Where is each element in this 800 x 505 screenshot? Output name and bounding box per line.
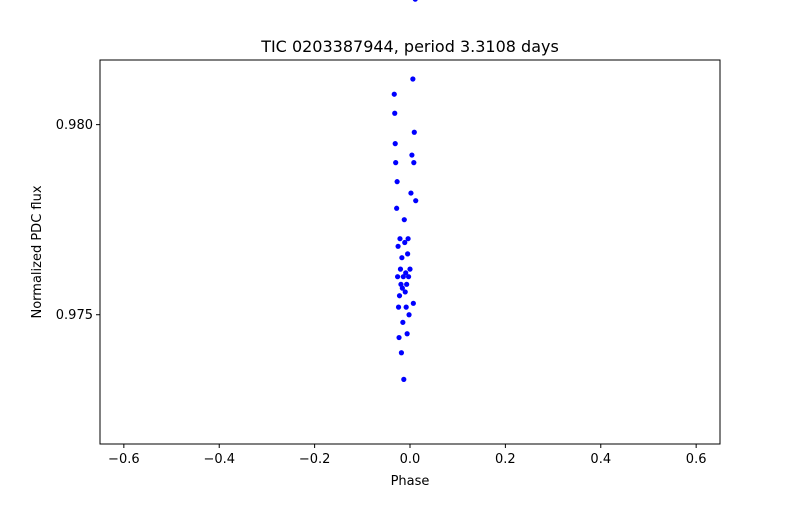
- data-point: [395, 243, 401, 249]
- y-tick-label: 0.975: [56, 308, 93, 323]
- data-point: [393, 160, 399, 166]
- data-point: [413, 198, 419, 204]
- data-point: [391, 91, 397, 97]
- y-axis-label: Normalized PDC flux: [30, 185, 45, 318]
- data-point: [402, 239, 408, 246]
- x-tick-label: 0.0: [400, 452, 421, 467]
- data-point: [401, 376, 407, 382]
- data-point: [405, 274, 412, 280]
- data-point: [404, 331, 410, 337]
- data-point: [394, 179, 400, 185]
- x-tick-label: −0.4: [203, 452, 235, 467]
- x-axis-ticks: −0.6 −0.4 −0.2 0.0 0.2 0.4 0.6: [108, 444, 706, 467]
- data-point: [407, 266, 413, 272]
- data-point: [400, 274, 406, 280]
- x-tick-label: −0.2: [299, 452, 331, 467]
- data-point: [397, 236, 403, 242]
- x-tick-label: 0.6: [686, 452, 707, 467]
- data-point: [396, 334, 402, 341]
- data-point: [405, 251, 411, 257]
- data-point: [409, 152, 415, 158]
- data-point: [412, 0, 418, 2]
- y-tick-label: 0.980: [56, 118, 93, 133]
- data-point: [392, 141, 398, 147]
- data-point: [399, 255, 405, 261]
- data-point: [401, 217, 407, 223]
- data-point: [403, 270, 409, 276]
- data-point: [395, 274, 401, 280]
- data-point: [402, 289, 408, 295]
- data-point: [406, 312, 412, 318]
- data-point: [394, 205, 400, 211]
- data-point: [396, 293, 403, 299]
- data-point: [398, 350, 405, 356]
- x-tick-label: −0.6: [108, 452, 140, 467]
- data-point: [408, 190, 414, 196]
- data-point: [399, 285, 405, 291]
- x-tick-label: 0.4: [590, 452, 611, 467]
- data-point: [411, 160, 417, 166]
- data-point: [404, 281, 410, 287]
- data-point: [400, 319, 406, 325]
- data-point: [411, 129, 417, 135]
- data-point: [410, 76, 416, 82]
- data-point: [410, 300, 416, 306]
- data-point: [392, 110, 398, 116]
- data-point: [405, 236, 411, 242]
- chart-title: TIC 0203387944, period 3.3108 days: [260, 37, 559, 56]
- x-tick-label: 0.2: [495, 452, 516, 467]
- x-axis-label: Phase: [391, 474, 430, 489]
- data-points: [391, 0, 419, 382]
- data-point: [395, 304, 402, 310]
- data-point: [397, 266, 404, 272]
- data-point: [403, 304, 409, 310]
